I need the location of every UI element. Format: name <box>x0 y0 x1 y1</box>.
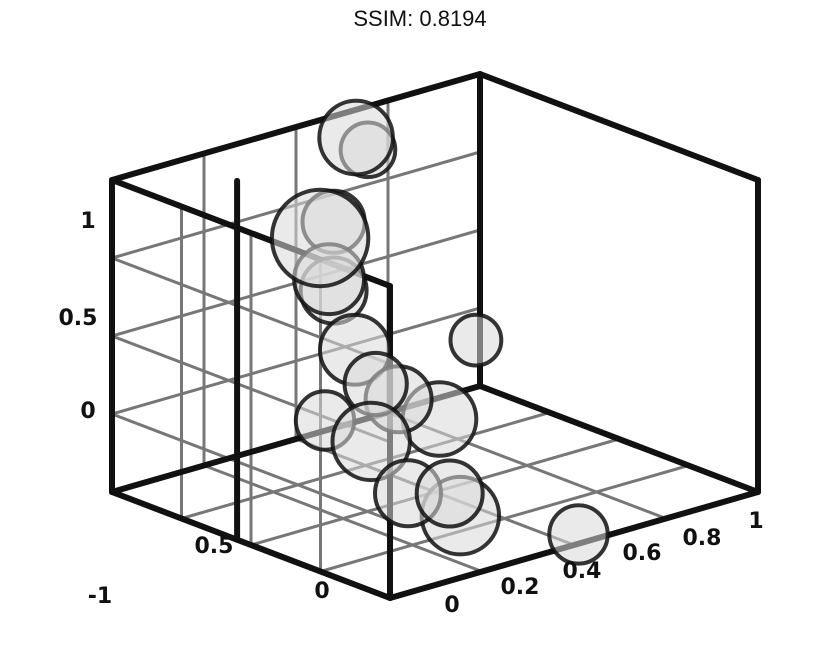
tick-label: -1 <box>88 584 112 609</box>
axis-box-edge <box>109 71 483 183</box>
axis-box-edge <box>477 71 761 183</box>
tick-label: 0.6 <box>623 541 662 566</box>
bubble-point <box>448 312 504 368</box>
tick-label: 0.8 <box>683 526 722 551</box>
tick-labels: 1 0.5 0 0.5 0 -1 0 0.2 0.4 0.6 0.8 1 <box>59 209 764 618</box>
bubble-point <box>317 98 395 177</box>
tick-label: 0.4 <box>563 559 602 584</box>
chart-title: SSIM: 0.8194 <box>353 6 487 31</box>
bubble-point <box>414 458 485 529</box>
axis-box-edge <box>109 489 393 601</box>
bubble-point <box>330 400 412 483</box>
tick-label: 1 <box>748 509 763 534</box>
bubble-point <box>269 187 371 289</box>
bubble-point <box>547 503 610 566</box>
tick-label: 0 <box>444 593 459 618</box>
tick-label: 0.5 <box>59 306 98 331</box>
tick-label: 0 <box>80 399 95 424</box>
bubble-series <box>269 98 610 566</box>
axis-box-edge <box>477 383 761 495</box>
tick-label: 1 <box>80 209 95 234</box>
tick-label: 0.2 <box>501 575 540 600</box>
tick-label: 0 <box>314 579 329 604</box>
tick-label: 0.5 <box>195 534 234 559</box>
